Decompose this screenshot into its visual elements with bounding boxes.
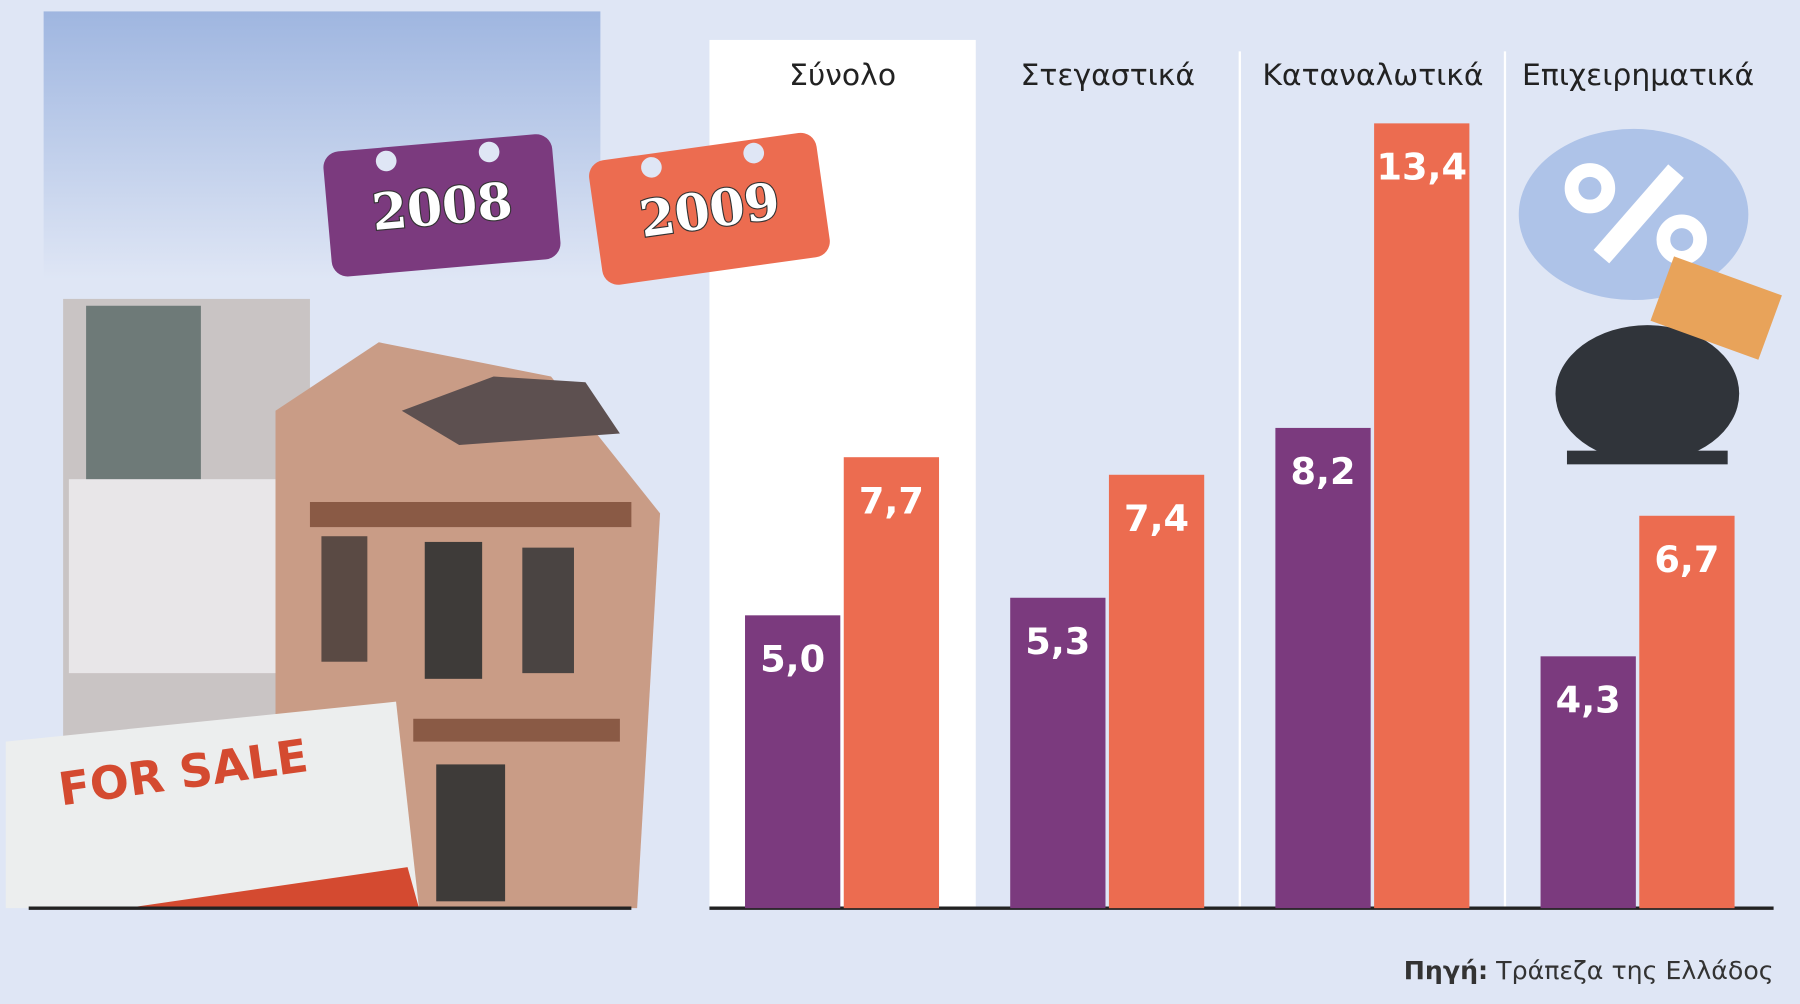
value-label: 13,4 [1376, 146, 1467, 189]
category-label: Σύνολο [789, 58, 896, 93]
source-text: Τράπεζα της Ελλάδος [1495, 956, 1773, 985]
chart: FOR SALE Πηγή: Τράπεζα της Ελλάδος 20082… [0, 0, 1800, 1004]
legend-label: 2008 [369, 171, 514, 242]
bar [1275, 428, 1370, 908]
value-label: 5,3 [1025, 620, 1090, 663]
house-illustration [6, 299, 660, 908]
value-label: 8,2 [1290, 450, 1355, 493]
source-label: Πηγή: [1404, 956, 1488, 985]
value-label: 7,7 [859, 479, 924, 522]
value-label: 6,7 [1654, 538, 1719, 581]
bar [844, 457, 939, 908]
value-label: 7,4 [1124, 497, 1189, 540]
category-label: Επιχειρηματικά [1522, 58, 1754, 93]
legend-item: 2008 [322, 133, 562, 278]
value-label: 5,0 [760, 638, 825, 681]
category-label: Στεγαστικά [1021, 58, 1196, 93]
source: Πηγή: Τράπεζα της Ελλάδος [1404, 956, 1774, 985]
page: FOR SALE Πηγή: Τράπεζα της Ελλάδος 20082… [0, 0, 1800, 1004]
category-label: Καταναλωτικά [1262, 58, 1483, 93]
bar [1374, 123, 1469, 908]
value-label: 4,3 [1556, 679, 1621, 722]
